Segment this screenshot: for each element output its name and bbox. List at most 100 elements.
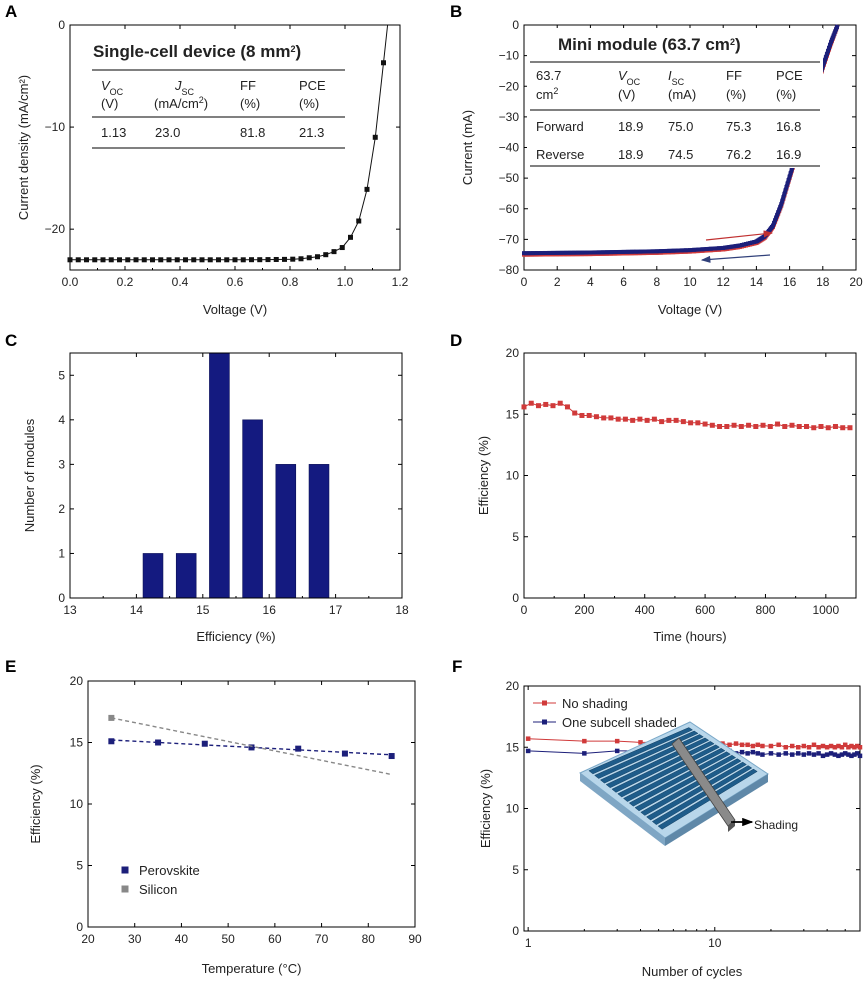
jv-point <box>290 256 296 262</box>
efficiency-point <box>702 421 708 427</box>
x-tick-label: 10 <box>708 936 722 950</box>
cycle-point <box>806 751 812 756</box>
iv-point-reverse <box>752 240 757 245</box>
iv-point-reverse <box>774 215 779 220</box>
x-tick-label: 20 <box>849 275 863 289</box>
y-tick-label: −70 <box>499 232 520 246</box>
cycle-point <box>739 749 745 755</box>
iv-point-reverse <box>567 250 572 255</box>
x-tick-label: 0.6 <box>227 275 244 289</box>
efficiency-point <box>832 424 838 429</box>
y-tick-label: 0 <box>512 924 519 938</box>
cycle-point <box>855 743 860 749</box>
chart-title-part: Mini module (63.7 cm <box>558 35 730 54</box>
panel-label: C <box>5 331 17 350</box>
efficiency-point <box>688 420 694 426</box>
iv-point-reverse <box>696 247 701 252</box>
y-tick-label: 20 <box>506 679 520 693</box>
cycle-point <box>839 745 845 750</box>
module-strip <box>651 765 753 825</box>
point-perovskite <box>295 745 302 752</box>
cycle-point <box>727 742 732 748</box>
cycle-point <box>824 745 830 750</box>
efficiency-point <box>840 425 846 431</box>
efficiency-point <box>659 419 665 425</box>
table-header: FF <box>240 78 256 93</box>
x-tick-label: 0.2 <box>117 275 134 289</box>
y-tick-label: 5 <box>58 368 65 382</box>
jv-point <box>298 256 304 262</box>
table-header-part: I <box>668 68 672 83</box>
iv-point-reverse <box>741 242 746 247</box>
efficiency-point <box>680 419 686 425</box>
table-cell: 16.9 <box>776 147 801 162</box>
panel-c: C 13 14 15 16 17 18 0 1 2 3 4 5 Efficiency (%) Number … <box>5 331 409 644</box>
efficiency-point <box>535 403 541 409</box>
iv-point-reverse <box>773 218 778 223</box>
y-axis-label: Current density (mA/cm²) <box>16 75 31 220</box>
iv-point-reverse <box>596 250 601 255</box>
x-tick-label: 0 <box>521 603 528 617</box>
cycle-point <box>745 742 750 748</box>
iv-point-reverse <box>787 174 792 179</box>
table-corner-unit-part: cm <box>536 87 553 102</box>
y-tick-label: 0 <box>58 18 65 32</box>
y-axis-label: Current (mA) <box>460 110 475 185</box>
point-perovskite <box>108 738 115 745</box>
iv-point-reverse <box>575 250 580 255</box>
cycle-point <box>750 749 756 755</box>
x-tick-label: 60 <box>268 932 282 946</box>
table-header-part: J <box>174 78 182 93</box>
cycle-point <box>852 752 857 757</box>
cycle-point <box>852 745 857 750</box>
x-tick-label: 0 <box>521 275 528 289</box>
iv-point-reverse <box>555 250 560 255</box>
y-tick-label: −40 <box>499 141 520 155</box>
iv-point-reverse <box>571 250 576 255</box>
jv-point <box>265 257 271 263</box>
bar <box>142 553 164 598</box>
efficiency-point <box>782 424 788 429</box>
table-corner-unit-part: 2 <box>553 86 558 96</box>
x-axis-label: Time (hours) <box>653 629 726 644</box>
cycle-point <box>857 753 863 759</box>
iv-point-reverse <box>776 210 781 215</box>
iv-point-reverse <box>534 251 539 256</box>
table-header: PCE <box>299 78 326 93</box>
module-side-right <box>665 774 768 846</box>
jv-point <box>117 257 122 263</box>
cycle-point <box>816 745 821 750</box>
x-tick-label: 13 <box>63 603 77 617</box>
efficiency-point <box>760 422 766 428</box>
bars <box>142 353 330 598</box>
iv-point-reverse <box>744 242 749 247</box>
efficiency-point <box>804 424 810 429</box>
cycle-point <box>824 752 830 757</box>
jv-point <box>92 257 98 263</box>
table-cell: Forward <box>536 119 584 134</box>
cycle-point <box>614 738 620 744</box>
efficiency-point <box>789 422 795 428</box>
y-tick-label: 1 <box>58 546 65 560</box>
point-perovskite <box>341 750 348 757</box>
panel-e: E 20 30 40 50 60 70 80 90 0 5 10 15 20 Temperature (°C… <box>5 657 422 976</box>
efficiency-point <box>673 417 679 423</box>
x-tick-label: 16 <box>783 275 797 289</box>
efficiency-point <box>825 425 831 431</box>
table-cell: 75.3 <box>726 119 751 134</box>
cycle-point <box>760 743 765 749</box>
jv-point <box>174 257 180 263</box>
efficiency-point <box>695 420 701 426</box>
point-silicon <box>108 714 115 721</box>
x-tick-label: 18 <box>395 603 409 617</box>
cycle-point <box>828 751 834 756</box>
cycle-point <box>832 745 838 750</box>
iv-point-reverse <box>717 246 722 251</box>
cycle-point <box>855 751 860 756</box>
iv-point-reverse <box>781 195 786 200</box>
iv-point-reverse <box>827 45 832 50</box>
x-tick-label: 1 <box>525 936 532 950</box>
x-tick-label: 30 <box>128 932 142 946</box>
table-header: VOC <box>101 78 124 97</box>
efficiency-point <box>644 417 650 423</box>
